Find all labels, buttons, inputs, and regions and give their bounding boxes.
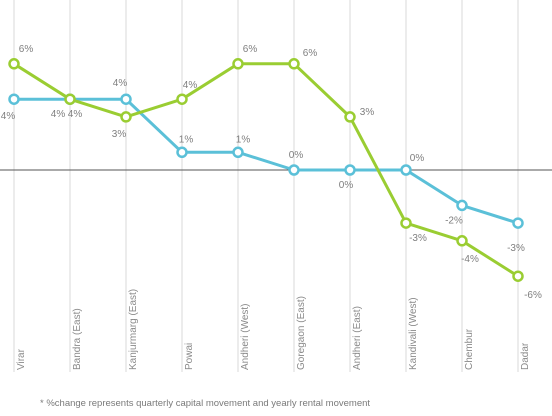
series-lines bbox=[13, 62, 519, 278]
data-label-s0-6: 0% bbox=[339, 180, 354, 191]
data-label-s1-3: 4% bbox=[183, 80, 198, 91]
category-label-7: Kandivali (West) bbox=[408, 297, 419, 370]
data-label-s1-5: 6% bbox=[303, 48, 318, 59]
data-label-s0-3: 1% bbox=[179, 134, 194, 145]
marker-s0-5 bbox=[288, 164, 300, 176]
category-label-5: Goregaon (East) bbox=[296, 296, 307, 370]
data-label-s1-4: 6% bbox=[243, 44, 258, 55]
marker-s0-3 bbox=[176, 146, 188, 159]
marker-s0-6 bbox=[344, 164, 356, 176]
marker-s0-8 bbox=[456, 199, 468, 212]
marker-s1-5 bbox=[288, 58, 300, 70]
category-label-4: Andheri (West) bbox=[240, 303, 251, 370]
series-line-0 bbox=[14, 97, 519, 225]
series-line-1 bbox=[13, 62, 519, 278]
category-label-3: Powai bbox=[184, 343, 195, 370]
category-label-6: Andheri (East) bbox=[352, 306, 363, 370]
marker-s0-2 bbox=[120, 93, 132, 105]
data-label-s0-1: 4% bbox=[51, 109, 66, 120]
marker-s0-0 bbox=[8, 93, 20, 105]
data-label-s0-8: -2% bbox=[445, 215, 463, 226]
data-label-s0-5: 0% bbox=[289, 150, 304, 161]
marker-s0-7 bbox=[400, 164, 412, 176]
marker-s1-1 bbox=[64, 93, 76, 105]
data-label-s0-7: 0% bbox=[410, 153, 425, 164]
marker-s1-7 bbox=[400, 217, 412, 229]
category-label-8: Chembur bbox=[464, 328, 475, 370]
category-label-9: Dadar bbox=[520, 342, 531, 370]
data-label-s1-0: 6% bbox=[19, 44, 34, 55]
marker-s1-2 bbox=[120, 111, 132, 123]
data-label-s0-0: 4% bbox=[1, 111, 16, 122]
data-label-s0-9: -3% bbox=[507, 243, 525, 254]
marker-s1-8 bbox=[456, 235, 468, 247]
category-label-1: Bandra (East) bbox=[72, 308, 83, 370]
marker-s1-6 bbox=[344, 111, 356, 123]
marker-s1-4 bbox=[232, 58, 244, 70]
data-label-s1-2: 3% bbox=[112, 129, 127, 140]
marker-s0-4 bbox=[232, 146, 244, 159]
category-labels: Virar Bandra (East) Kanjurmarg (East) Powai… bbox=[16, 289, 531, 370]
category-gridlines bbox=[13, 0, 519, 372]
marker-s1-3 bbox=[176, 93, 188, 105]
data-label-s1-7: -3% bbox=[409, 233, 427, 244]
data-label-s1-9: -6% bbox=[524, 290, 542, 301]
data-labels: 4% 4%4%1% 1%0%0%0%-2%-3%6%4%3%4%6% 6%3%-3%-… bbox=[1, 44, 542, 301]
marker-s1-0 bbox=[8, 58, 20, 70]
marker-s0-9 bbox=[512, 217, 524, 229]
category-label-2: Kanjurmarg (East) bbox=[128, 289, 139, 370]
data-label-s1-8: -4% bbox=[461, 254, 479, 265]
data-label-s0-2: 4% bbox=[113, 78, 128, 89]
data-label-s1-1: 4% bbox=[68, 109, 83, 120]
footnote: * %change represents quarterly capital m… bbox=[40, 398, 371, 409]
data-label-s0-4: 1% bbox=[236, 134, 251, 145]
data-label-s1-6: 3% bbox=[360, 107, 375, 118]
marker-s1-9 bbox=[512, 270, 524, 282]
data-markers bbox=[8, 58, 524, 282]
category-label-0: Virar bbox=[16, 348, 27, 370]
